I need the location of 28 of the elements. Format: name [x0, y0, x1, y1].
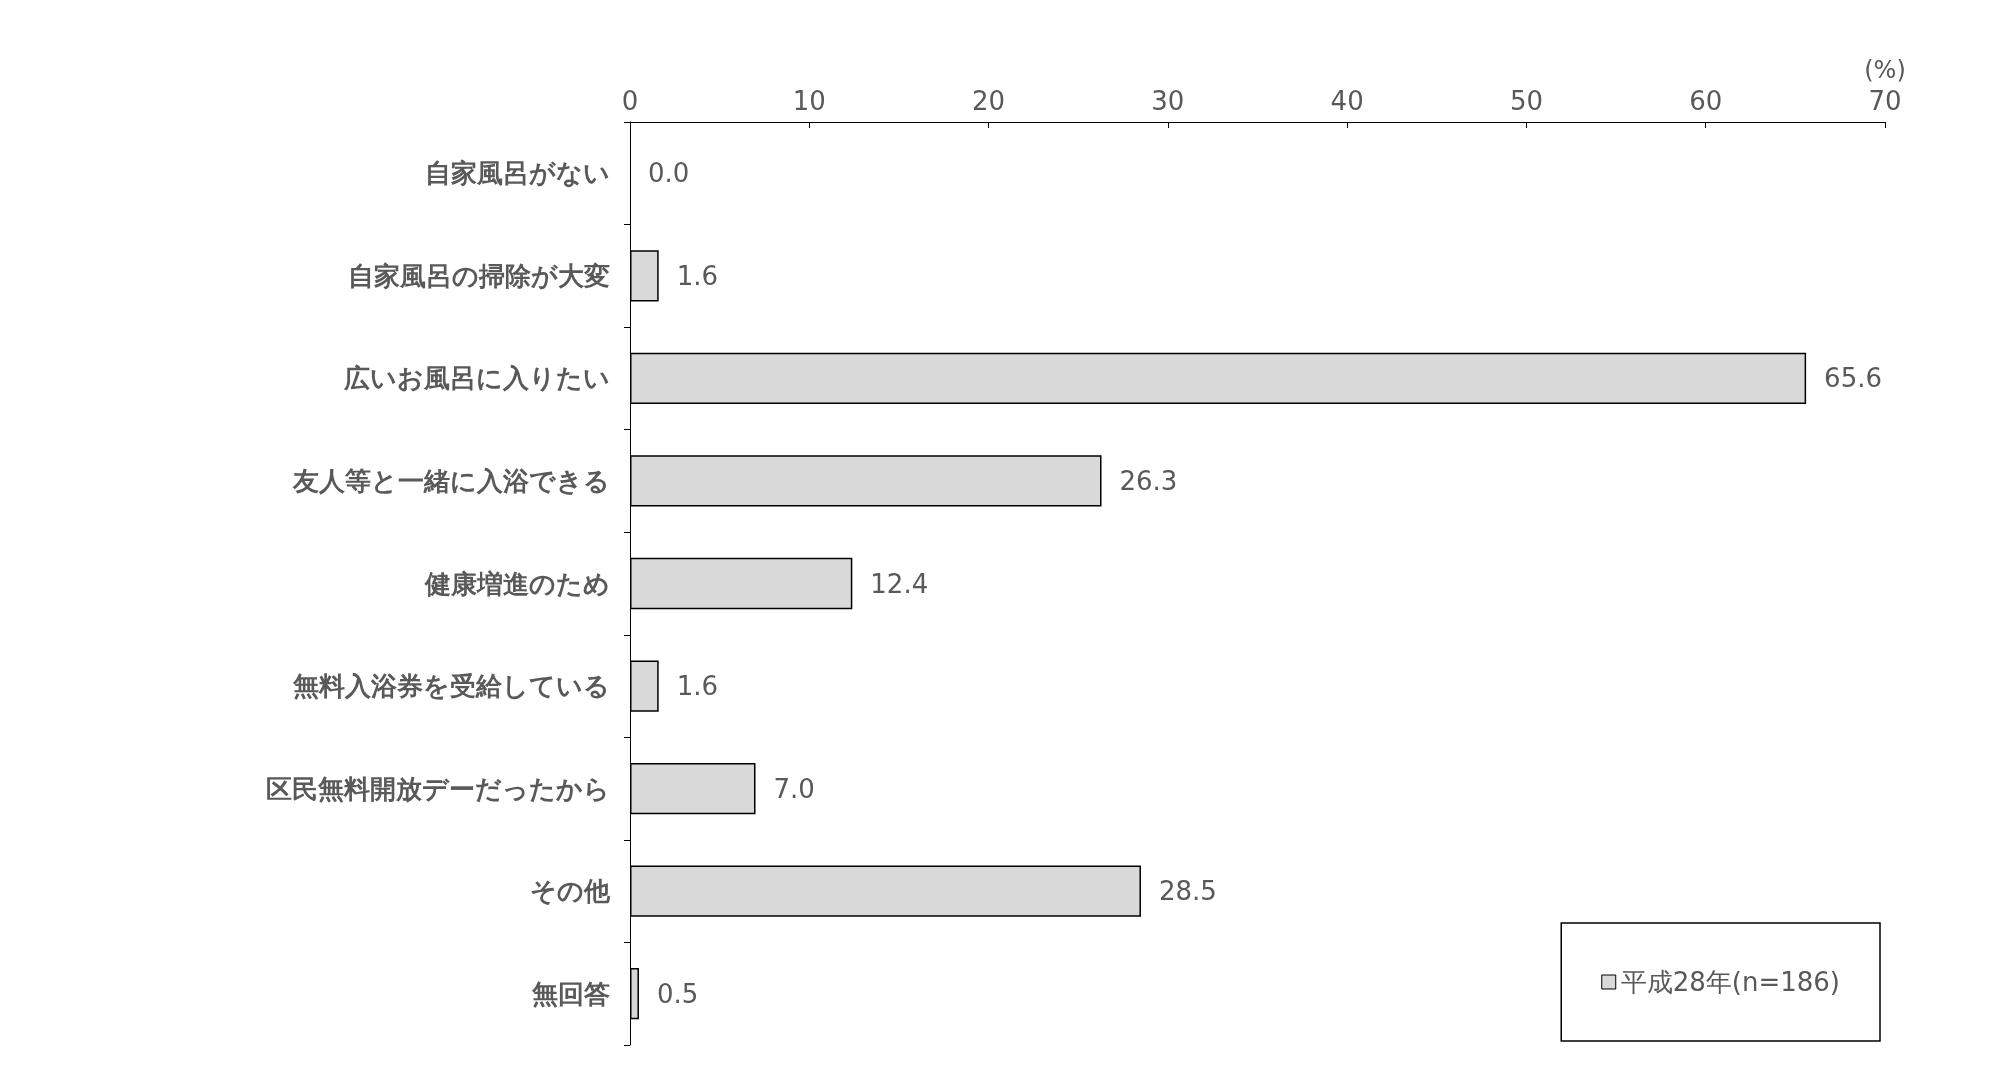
x-tick-label: 40 — [1330, 86, 1364, 116]
y-tick-label: 無回答 — [531, 978, 610, 1009]
x-tick-label: 20 — [972, 86, 1006, 116]
x-tick-label: 10 — [792, 86, 826, 116]
y-tick-label: 広いお風呂に入りたい — [343, 363, 610, 394]
y-tick-label: 健康増進のため — [424, 568, 610, 599]
x-tick-label: 30 — [1151, 86, 1185, 116]
data-label: 12.4 — [870, 568, 929, 599]
y-tick-label: 自家風呂がない — [425, 158, 610, 189]
legend-label: 平成28年(n=186) — [1620, 967, 1840, 997]
y-tick-label: 友人等と一緒に入浴できる — [292, 465, 610, 496]
x-tick-label: 50 — [1509, 86, 1543, 116]
y-tick-label: 区民無料開放デーだったから — [266, 773, 610, 804]
data-label: 28.5 — [1158, 876, 1217, 907]
y-tick-label: 自家風呂の掃除が大変 — [348, 260, 610, 291]
x-tick-label: 60 — [1689, 86, 1723, 116]
y-tick-label: その他 — [530, 876, 611, 907]
x-axis-title: (%) — [1864, 56, 1906, 84]
data-label: 1.6 — [676, 671, 719, 702]
data-label: 0.5 — [656, 978, 699, 1009]
data-label: 7.0 — [773, 773, 815, 804]
x-tick-label: 0 — [621, 86, 639, 116]
data-label: 26.3 — [1119, 465, 1178, 496]
x-tick-label: 70 — [1868, 86, 1902, 116]
y-tick-label: 無料入浴券を受給している — [292, 671, 610, 702]
data-label: 65.6 — [1824, 363, 1882, 394]
data-label: 0.0 — [648, 158, 690, 189]
data-label: 1.6 — [676, 260, 719, 291]
